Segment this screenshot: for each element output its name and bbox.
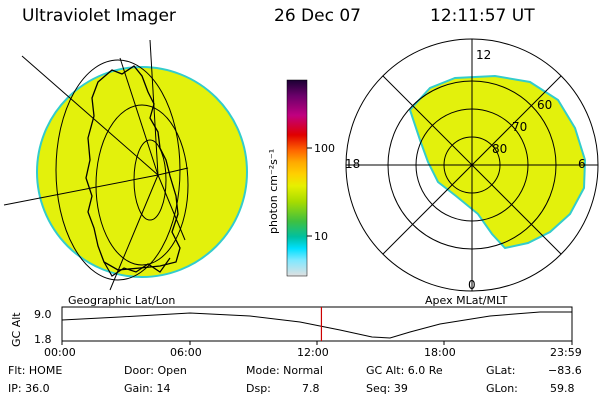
y-tick-1-8: 1.8	[34, 333, 52, 346]
auroral-emission	[408, 74, 587, 250]
altitude-curve	[61, 311, 572, 339]
colorbar-unit-label: photon cm⁻²s⁻¹	[267, 149, 280, 234]
status-glon-label: GLon:	[486, 382, 518, 395]
colorbar-tick-100: 100	[314, 142, 335, 155]
status-ip: IP: 36.0	[8, 382, 50, 395]
apex-caption: Apex MLat/MLT	[425, 294, 508, 307]
status-door: Door: Open	[124, 364, 187, 377]
time-label: 12:11:57 UT	[430, 6, 535, 26]
geographic-caption: Geographic Lat/Lon	[68, 294, 176, 307]
mlt-label-0: 0	[468, 278, 476, 292]
x-tick-0000: 00:00	[44, 346, 76, 359]
x-tick-2359: 23:59	[550, 346, 582, 359]
mlat-label-80: 80	[492, 142, 507, 156]
earth-disk	[36, 66, 248, 278]
geographic-grid	[3, 40, 189, 291]
polar-grid	[345, 38, 599, 292]
mlt-label-12: 12	[476, 48, 491, 62]
gc-alt-axis-label: GC Alt	[10, 312, 23, 347]
mlt-label-6: 6	[578, 157, 586, 171]
x-tick-0600: 06:00	[170, 346, 202, 359]
status-dsp-value: 7.8	[302, 382, 320, 395]
colorbar-tick-10: 10	[314, 230, 328, 243]
date-label: 26 Dec 07	[274, 6, 361, 26]
status-gain: Gain: 14	[124, 382, 171, 395]
app-title: Ultraviolet Imager	[22, 6, 176, 26]
status-glon-value: 59.8	[550, 382, 575, 395]
mlat-label-60: 60	[537, 98, 552, 112]
status-seq: Seq: 39	[366, 382, 408, 395]
status-gc-alt: GC Alt: 6.0 Re	[366, 364, 443, 377]
status-dsp-label: Dsp:	[246, 382, 271, 395]
status-glat-label: GLat:	[486, 364, 516, 377]
y-tick-9: 9.0	[34, 308, 52, 321]
x-tick-1800: 18:00	[424, 346, 456, 359]
status-glat-value: −83.6	[548, 364, 582, 377]
mlt-label-18: 18	[345, 157, 360, 171]
mlat-label-70: 70	[512, 120, 527, 134]
status-mode: Mode: Normal	[246, 364, 323, 377]
x-tick-1200: 12:00	[297, 346, 329, 359]
status-flt: Flt: HOME	[8, 364, 63, 377]
